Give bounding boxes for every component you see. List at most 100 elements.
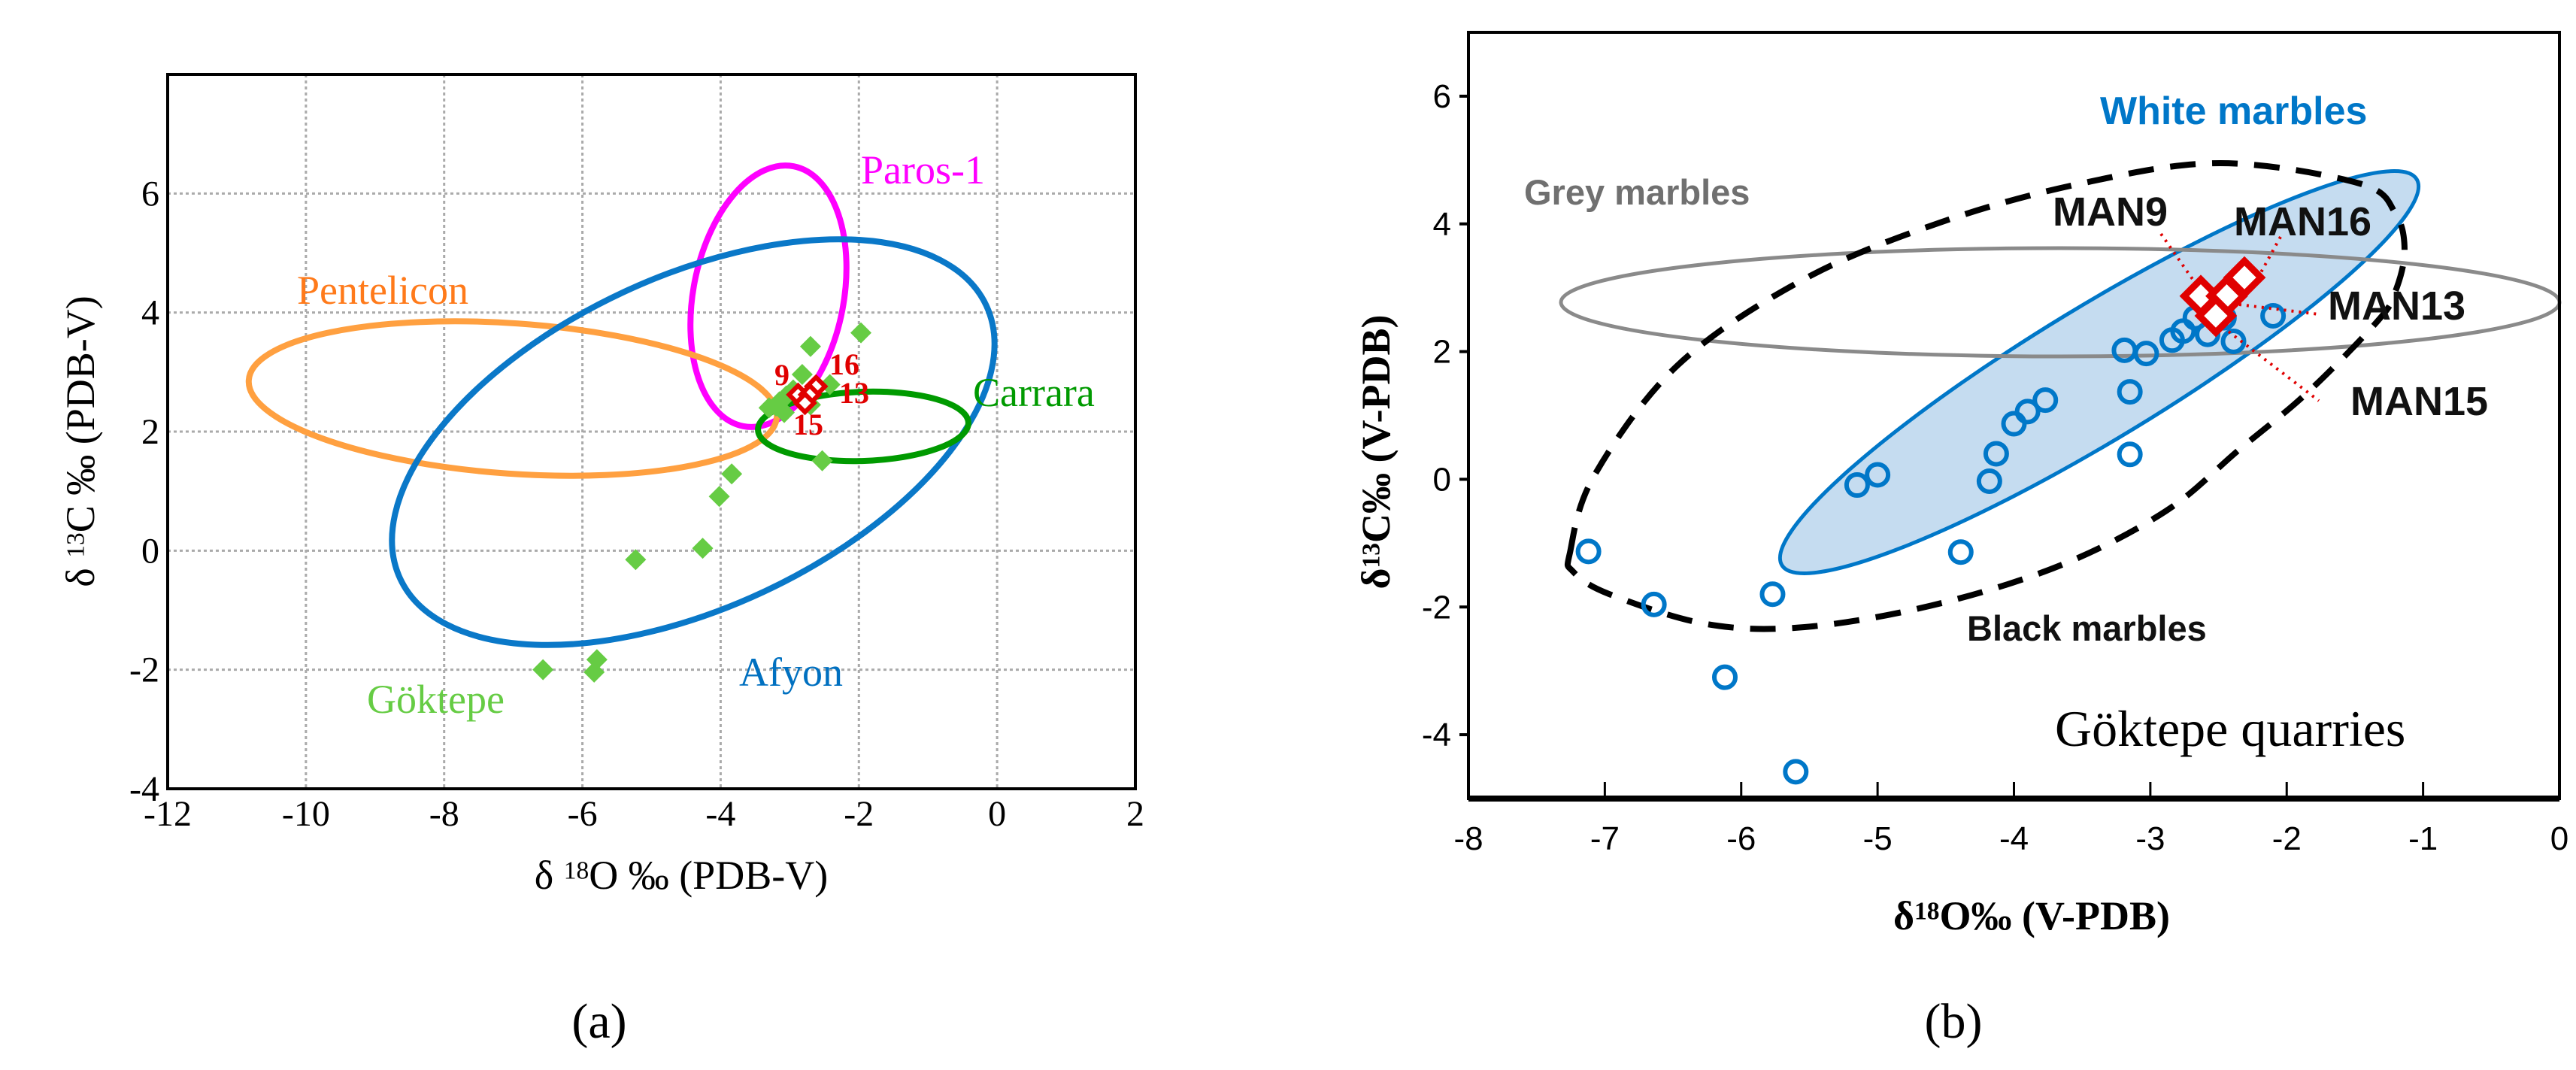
man-sample-label: MAN13 — [2328, 283, 2465, 329]
axis-title-rest: C ‰ (PDB-V) — [58, 296, 103, 532]
goktepe-point — [768, 391, 790, 413]
axis-title-symbol: δ — [535, 853, 564, 898]
quarry-sample-point — [2117, 379, 2143, 405]
quarry-sample-point — [1575, 538, 1602, 565]
y-tick-label: 6 — [1433, 78, 1451, 115]
sample-label: 9 — [774, 358, 789, 392]
chart-title: Göktepe quarries — [2055, 700, 2405, 757]
axis-title-rest: C‰ (V-PDB) — [1353, 315, 1399, 543]
axis-title-rest: O‰ (V-PDB) — [1940, 893, 2170, 938]
quarry-sample-point — [1641, 591, 1667, 617]
quarry-sample-point — [1983, 441, 2009, 467]
region-label-carrara: Carrara — [973, 370, 1095, 415]
man-sample-point — [2194, 294, 2238, 338]
goktepe-point — [721, 463, 743, 485]
y-tick-label: 0 — [141, 531, 159, 571]
goktepe-point — [583, 661, 605, 683]
axis-title-symbol: δ — [1893, 893, 1914, 938]
y-tick-label: 0 — [1433, 461, 1451, 498]
region-label-afyon: Afyon — [739, 650, 843, 695]
quarry-sample-point — [2260, 303, 2287, 329]
x-tick-label: -7 — [1590, 820, 1620, 857]
goktepe-point — [625, 549, 647, 571]
quarry-sample-point — [1947, 539, 1974, 565]
axis-title-isotope: 13 — [62, 532, 90, 557]
leader-line — [2227, 330, 2320, 402]
goktepe-point — [708, 486, 730, 508]
region-label-grey-marbles: Grey marbles — [1524, 172, 1750, 212]
goktepe-point — [692, 538, 714, 559]
region-ellipse-carrara — [755, 388, 971, 465]
sample-point — [792, 390, 817, 416]
x-tick-label: 2 — [1126, 794, 1144, 834]
quarry-sample-point — [1759, 581, 1786, 608]
y-tick-label: -2 — [1422, 589, 1451, 626]
region-label-paros-1: Paros-1 — [861, 147, 985, 192]
x-tick-label: -2 — [844, 794, 874, 834]
sample-label: 15 — [793, 408, 823, 441]
region-ellipse-paros-1 — [687, 162, 850, 430]
axis-title-rest: O ‰ (PDB-V) — [589, 853, 828, 898]
y-axis-title: δ13C‰ (V-PDB) — [1353, 315, 1399, 590]
x-tick-label: -4 — [1999, 820, 2029, 857]
goktepe-point — [791, 364, 813, 385]
quarry-sample-point — [2014, 399, 2041, 425]
goktepe-point — [811, 450, 833, 471]
man-sample-label: MAN9 — [2053, 189, 2168, 235]
quarry-sample-point — [2032, 387, 2059, 414]
axis-title-isotope: 18 — [564, 857, 589, 885]
y-tick-label: 4 — [1433, 206, 1451, 243]
quarry-sample-point — [2220, 328, 2247, 354]
x-tick-label: -12 — [144, 794, 192, 834]
y-tick-label: 2 — [141, 412, 159, 452]
quarry-sample-point — [1783, 759, 1809, 785]
quarry-sample-point — [2133, 341, 2159, 367]
x-tick-label: -8 — [1453, 820, 1483, 857]
region-ellipse-pentelicon — [245, 318, 780, 479]
panel-b-label: (b) — [1925, 994, 1983, 1049]
axis-title-symbol: δ — [1353, 568, 1399, 589]
x-tick-label: -6 — [568, 794, 598, 834]
x-tick-label: -8 — [429, 794, 459, 834]
man-sample-label: MAN16 — [2234, 199, 2371, 244]
x-tick-label: -3 — [2135, 820, 2165, 857]
sample-label: 16 — [829, 347, 859, 381]
axis-title-isotope: 13 — [1358, 543, 1386, 568]
y-tick-label: 2 — [1433, 334, 1451, 371]
x-tick-label: -5 — [1863, 820, 1893, 857]
goktepe-point — [532, 659, 554, 680]
x-axis-title: δ18O‰ (V-PDB) — [1893, 893, 2170, 938]
y-tick-label: -4 — [129, 769, 159, 809]
goktepe-point — [799, 335, 821, 357]
region-label-white-marbles: White marbles — [2100, 89, 2367, 133]
y-axis-title: δ 13C ‰ (PDB-V) — [58, 296, 103, 587]
y-tick-label: -4 — [1422, 717, 1451, 753]
region-label-black-marbles: Black marbles — [1967, 608, 2207, 648]
x-tick-label: -6 — [1726, 820, 1756, 857]
x-tick-label: -2 — [2272, 820, 2302, 857]
x-tick-label: 0 — [2550, 820, 2568, 857]
panel-b-chart: -8 -7 -6 -5 -4 -3 -2 -1 0 -4 -2 0 2 4 6 White marbles Gr… — [1353, 31, 2568, 938]
quarry-sample-point — [1865, 462, 1891, 488]
region-ellipse-afyon — [389, 236, 998, 648]
x-tick-label: -1 — [2408, 820, 2438, 857]
x-tick-label: -4 — [705, 794, 735, 834]
region-label-pentelicon: Pentelicon — [297, 268, 468, 313]
man-sample-label: MAN15 — [2350, 379, 2488, 424]
quarry-sample-point — [1844, 472, 1870, 499]
quarry-sample-point — [1976, 468, 2002, 494]
panel-a-label: (a) — [571, 994, 626, 1049]
x-tick-label: -10 — [282, 794, 330, 834]
y-tick-label: 6 — [141, 174, 159, 214]
axis-title-isotope: 18 — [1914, 898, 1939, 926]
quarry-sample-point — [1711, 664, 1738, 690]
y-tick-label: 4 — [141, 293, 159, 333]
x-tick-label: 0 — [988, 794, 1006, 834]
plot-frame — [166, 73, 1137, 790]
region-label-g-ktepe: Göktepe — [367, 677, 505, 722]
quarry-sample-point — [2117, 441, 2143, 468]
sample-label: 13 — [839, 376, 869, 410]
axis-title-symbol: δ — [58, 558, 103, 587]
x-axis-title: δ 18O ‰ (PDB-V) — [535, 853, 828, 898]
